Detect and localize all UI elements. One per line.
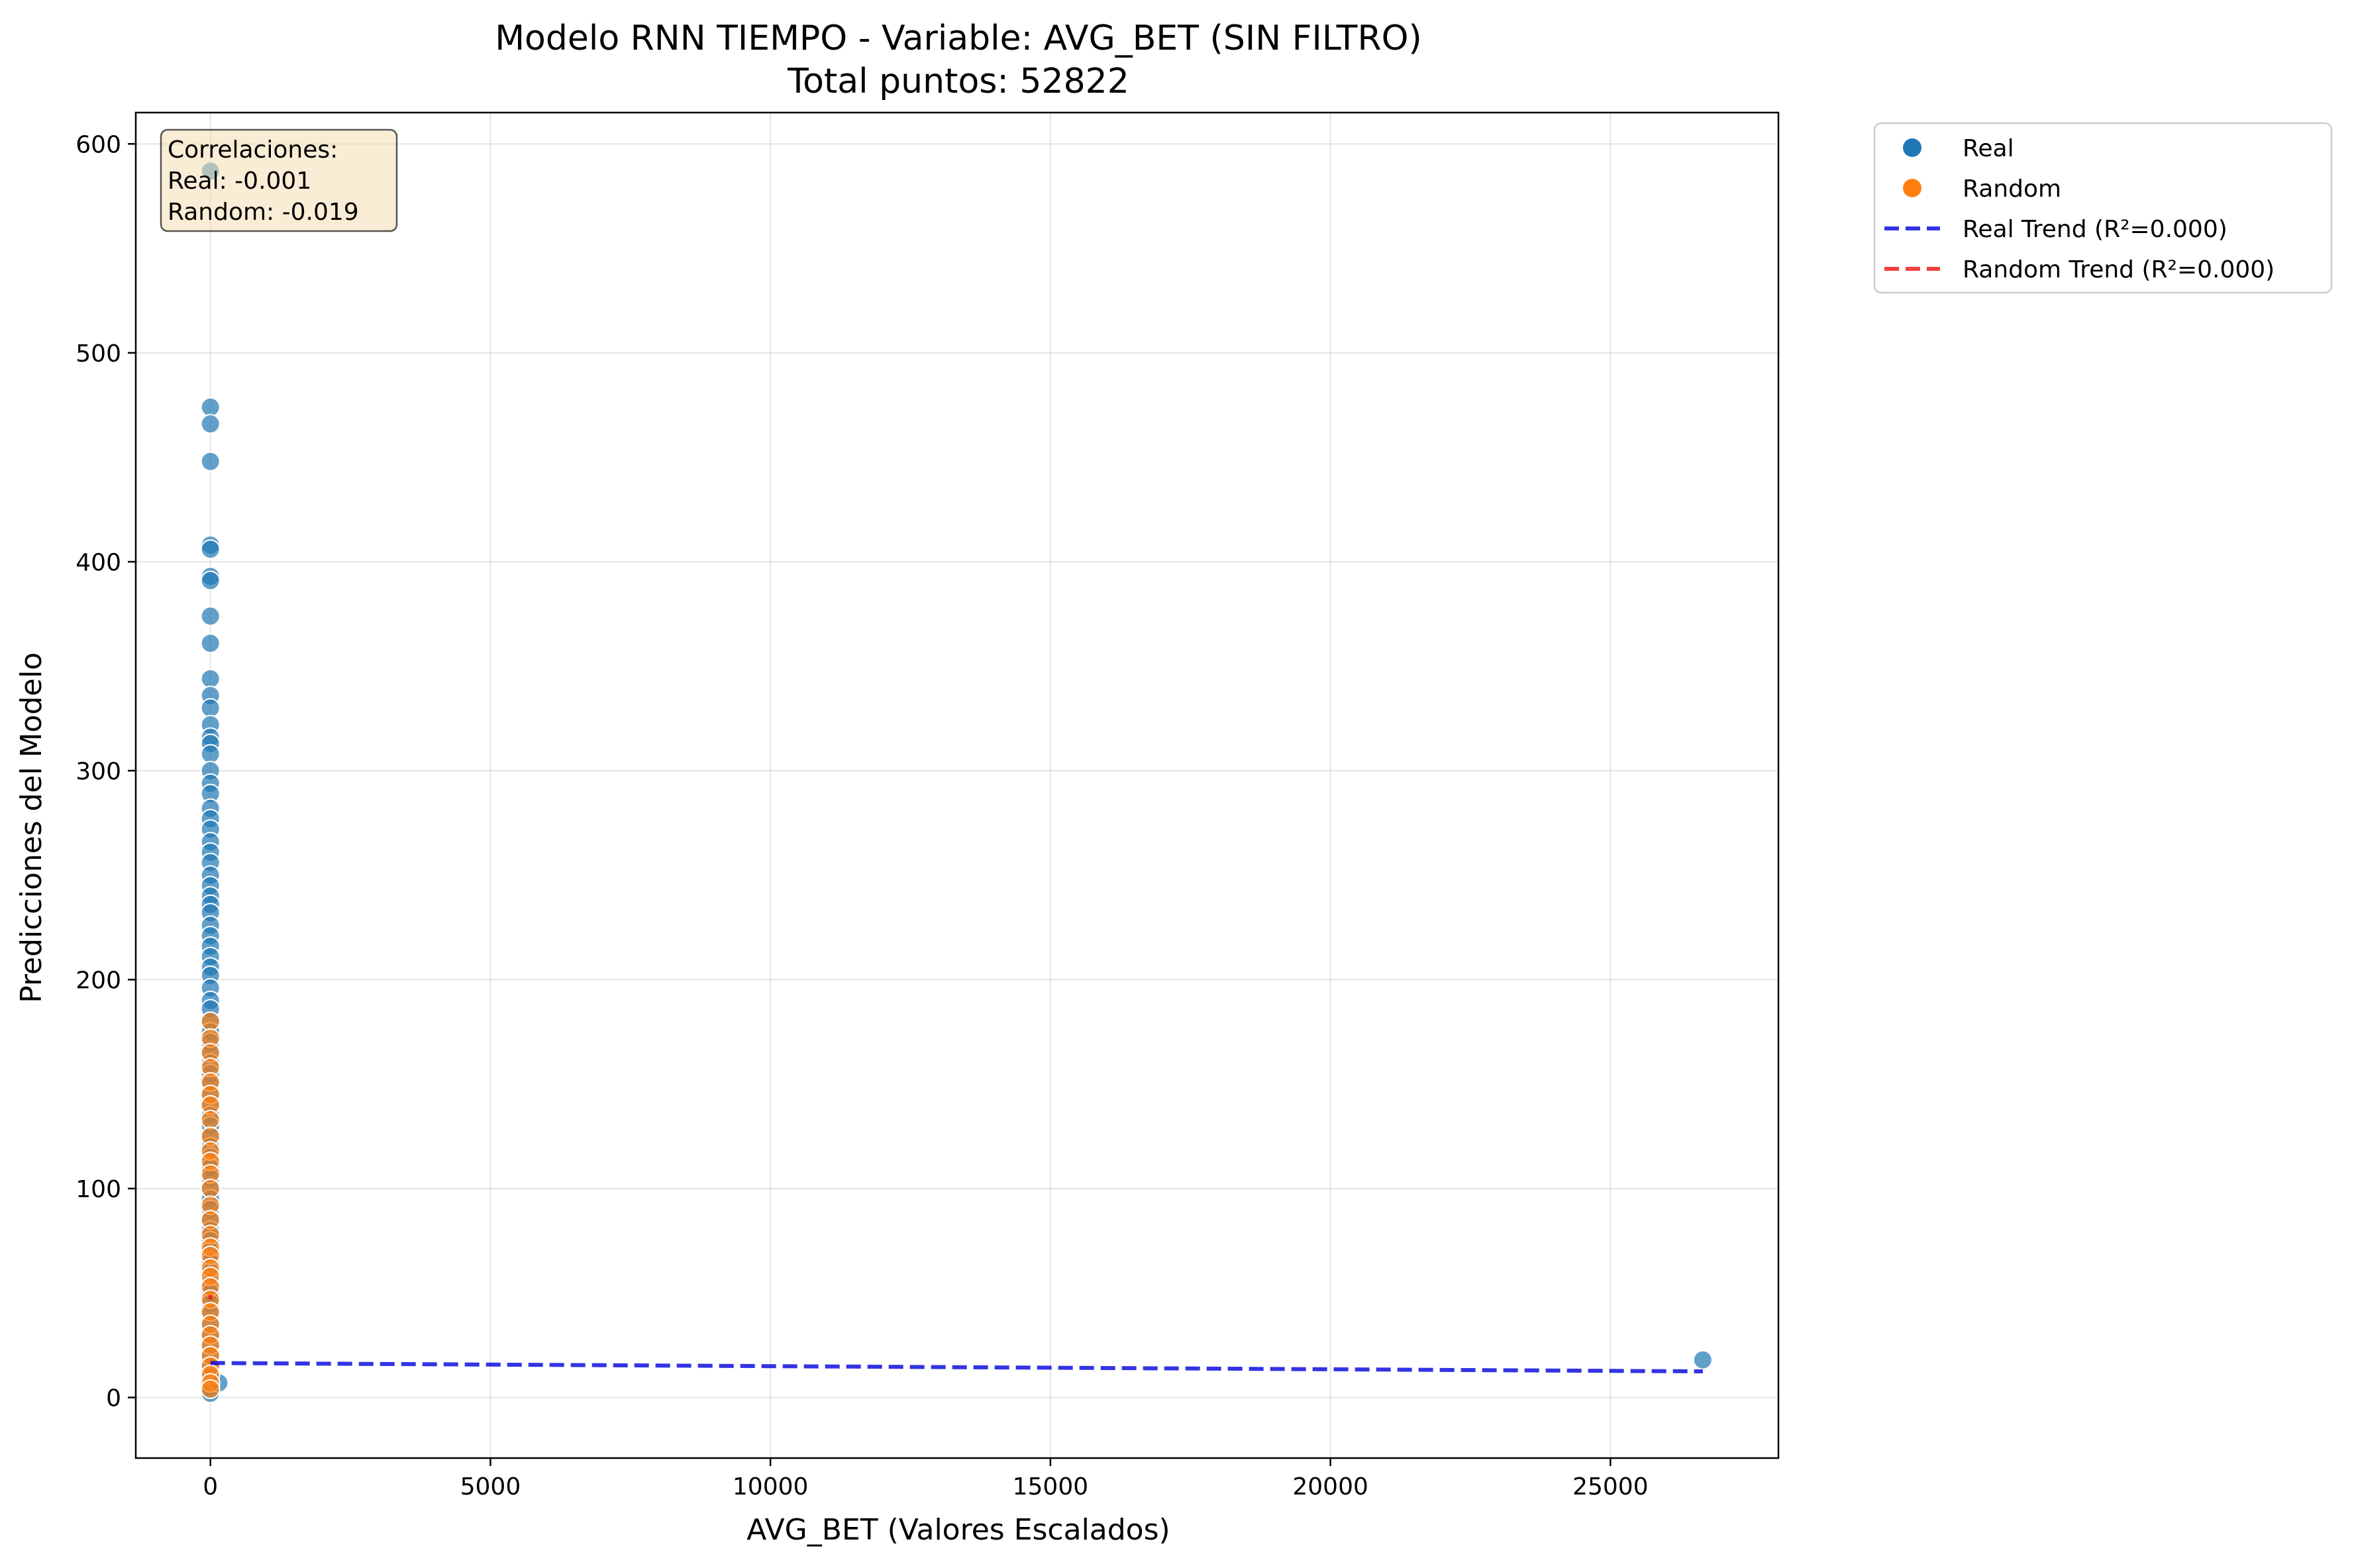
y-axis-title: Predicciones del Modelo: [15, 652, 48, 1003]
x-tick-label: 5000: [460, 1473, 521, 1500]
axis-ticks: 0 5000 10000 15000 20000 25000 0 100 200 300 400 50…: [76, 131, 1648, 1500]
annotation-box: [160, 128, 398, 232]
random-point: [200, 1109, 221, 1130]
chart-subtitle: Total puntos: 52822: [787, 62, 1129, 101]
x-tick-label: 25000: [1572, 1473, 1649, 1500]
x-tick-label: 20000: [1292, 1473, 1368, 1500]
real-point: [200, 451, 221, 471]
plot-area-frame: [134, 111, 1780, 1459]
real-point: [200, 633, 221, 654]
legend-label-random: Random: [1963, 175, 2061, 203]
legend-label-real: Real: [1963, 135, 2014, 162]
legend-label-real-trend: Real Trend (R²=0.000): [1963, 216, 2227, 243]
real-trend-r-0-000-line: [210, 1361, 1703, 1374]
annotation-line-3: Random: -0.019: [168, 199, 359, 226]
chart-title: Modelo RNN TIEMPO - Variable: AVG_BET (S…: [495, 19, 1422, 58]
x-tick-label: 15000: [1013, 1473, 1089, 1500]
real-point: [200, 744, 221, 764]
y-tick-label: 300: [76, 758, 121, 785]
legend: Real Random Real Trend (R²=0.000) Random…: [1873, 122, 2333, 294]
grid-lines: [136, 113, 1778, 1458]
legend-marker-random: [1903, 179, 1921, 197]
random-point: [200, 1178, 221, 1199]
y-tick-label: 0: [106, 1385, 121, 1412]
random-point: [200, 1011, 221, 1032]
x-tick-label: 10000: [733, 1473, 809, 1500]
legend-label-random-trend: Random Trend (R²=0.000): [1963, 256, 2275, 283]
y-tick-label: 200: [76, 967, 121, 994]
trend-lines: [208, 1295, 1703, 1374]
y-tick-label: 400: [76, 549, 121, 576]
legend-frame: [1873, 122, 2333, 294]
real-point: [200, 698, 221, 718]
real-point: [200, 539, 221, 560]
annotation-line-1: Correlaciones:: [168, 136, 338, 164]
x-tick-label: 0: [203, 1473, 218, 1500]
real-point: [200, 397, 221, 417]
real-point: [200, 414, 221, 434]
random-point: [200, 1379, 221, 1399]
legend-marker-real: [1903, 138, 1921, 157]
y-tick-label: 100: [76, 1176, 121, 1203]
x-axis-title: AVG_BET (Valores Escalados): [746, 1513, 1170, 1547]
real-point: [200, 570, 221, 591]
real-point: [200, 669, 221, 689]
y-tick-label: 600: [76, 131, 121, 158]
annotation-line-2: Real: -0.001: [168, 168, 311, 195]
real-point: [1692, 1349, 1713, 1370]
correlation-annotation: Correlaciones: Real: -0.001 Random: -0.0…: [160, 128, 398, 232]
y-tick-label: 500: [76, 340, 121, 368]
data-points: [200, 161, 1713, 1404]
real-point: [200, 606, 221, 626]
